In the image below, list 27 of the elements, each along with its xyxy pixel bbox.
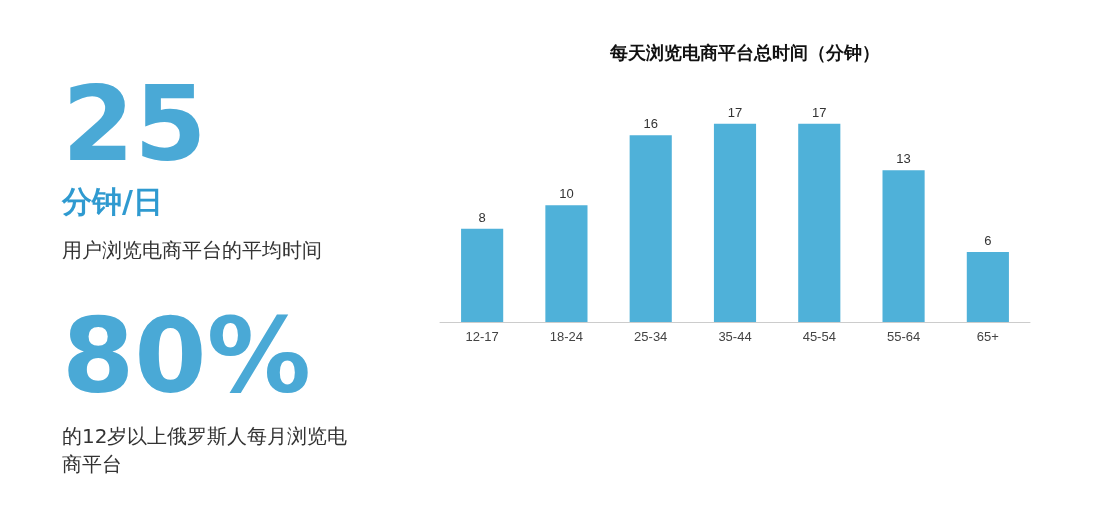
x-tick-label: 25-34 xyxy=(634,329,668,344)
bar xyxy=(966,252,1009,322)
data-label: 17 xyxy=(727,104,743,120)
text: 用户浏览电商平台的平均时间 xyxy=(62,238,322,262)
text: 分钟/日 xyxy=(62,183,164,221)
x-tick-label: 45-54 xyxy=(802,329,836,344)
bar xyxy=(545,205,588,322)
data-label: 16 xyxy=(643,116,658,132)
bar xyxy=(461,228,504,322)
data-label: 10 xyxy=(559,186,574,202)
data-label: 17 xyxy=(812,104,827,120)
x-tick-label: 35-44 xyxy=(718,329,752,344)
text: 80% xyxy=(62,295,312,417)
bar xyxy=(713,123,757,322)
data-label: 8 xyxy=(478,209,486,225)
text: 25 xyxy=(62,63,208,185)
x-tick-label: 65+ xyxy=(976,329,999,344)
data-label: 6 xyxy=(984,233,992,248)
x-tick-label: 55-64 xyxy=(886,329,921,344)
text: 的12岁以上俄罗斯人每月浏览电商平台 xyxy=(62,423,349,478)
data-label: 13 xyxy=(896,151,911,167)
bar xyxy=(882,170,925,322)
x-tick-label: 18-24 xyxy=(549,329,584,344)
x-tick-label: 12-17 xyxy=(465,329,499,344)
bar xyxy=(629,135,672,322)
chart-title: 每天浏览电商平台总时间（分钟） xyxy=(609,41,880,63)
bar xyxy=(798,123,841,322)
